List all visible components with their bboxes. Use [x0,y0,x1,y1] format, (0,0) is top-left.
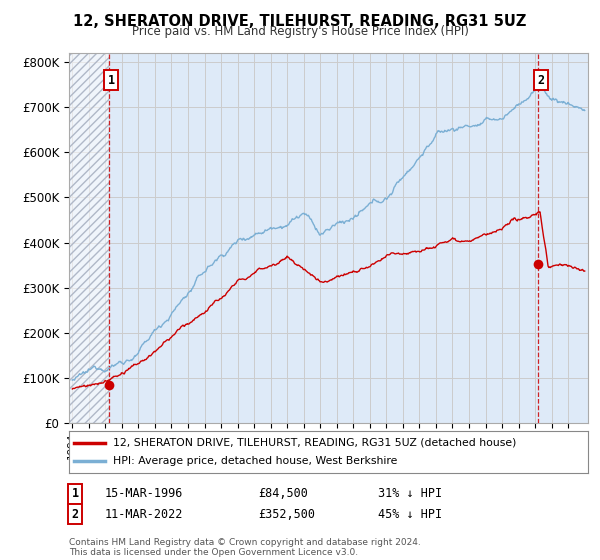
Text: Price paid vs. HM Land Registry's House Price Index (HPI): Price paid vs. HM Land Registry's House … [131,25,469,38]
Text: 12, SHERATON DRIVE, TILEHURST, READING, RG31 5UZ (detached house): 12, SHERATON DRIVE, TILEHURST, READING, … [113,438,517,448]
Text: 1: 1 [71,487,79,501]
Text: 2: 2 [71,507,79,521]
Bar [69,53,109,423]
Text: 31% ↓ HPI: 31% ↓ HPI [378,487,442,501]
Text: 45% ↓ HPI: 45% ↓ HPI [378,507,442,521]
Text: 15-MAR-1996: 15-MAR-1996 [105,487,184,501]
Text: £352,500: £352,500 [258,507,315,521]
Text: 11-MAR-2022: 11-MAR-2022 [105,507,184,521]
Text: HPI: Average price, detached house, West Berkshire: HPI: Average price, detached house, West… [113,456,397,466]
Text: 1: 1 [108,74,115,87]
Text: Contains HM Land Registry data © Crown copyright and database right 2024.
This d: Contains HM Land Registry data © Crown c… [69,538,421,557]
Text: 2: 2 [537,74,544,87]
Text: £84,500: £84,500 [258,487,308,501]
Bar [69,53,109,423]
Text: 12, SHERATON DRIVE, TILEHURST, READING, RG31 5UZ: 12, SHERATON DRIVE, TILEHURST, READING, … [73,14,527,29]
